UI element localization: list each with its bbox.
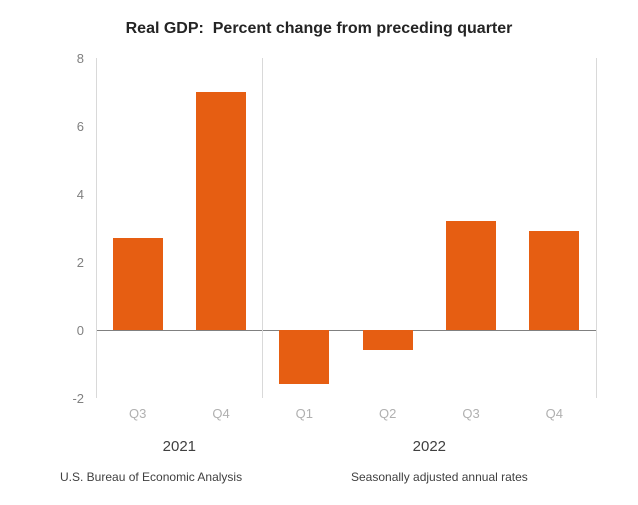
y-tick-label: 6 xyxy=(77,119,84,134)
chart-title: Real GDP: Percent change from preceding … xyxy=(0,20,638,38)
footer-right: Seasonally adjusted annual rates xyxy=(351,470,528,484)
y-tick-label: -2 xyxy=(72,391,84,406)
y-tick-label: 8 xyxy=(77,51,84,66)
year-label: 2022 xyxy=(399,438,459,455)
x-tick-label: Q2 xyxy=(368,406,408,421)
group-divider xyxy=(96,58,97,398)
y-tick-label: 4 xyxy=(77,187,84,202)
bar xyxy=(363,330,413,350)
bar xyxy=(446,221,496,330)
bar xyxy=(529,231,579,330)
y-tick-label: 0 xyxy=(77,323,84,338)
x-tick-label: Q3 xyxy=(118,406,158,421)
group-divider xyxy=(262,58,263,398)
bar xyxy=(113,238,163,330)
bar xyxy=(279,330,329,384)
zero-line xyxy=(96,330,596,331)
footer-left: U.S. Bureau of Economic Analysis xyxy=(60,470,242,484)
bar xyxy=(196,92,246,330)
group-divider xyxy=(596,58,597,398)
year-label: 2021 xyxy=(149,438,209,455)
y-tick-label: 2 xyxy=(77,255,84,270)
x-tick-label: Q4 xyxy=(201,406,241,421)
x-tick-label: Q3 xyxy=(451,406,491,421)
x-tick-label: Q1 xyxy=(284,406,324,421)
plot-area xyxy=(96,58,596,398)
x-tick-label: Q4 xyxy=(534,406,574,421)
